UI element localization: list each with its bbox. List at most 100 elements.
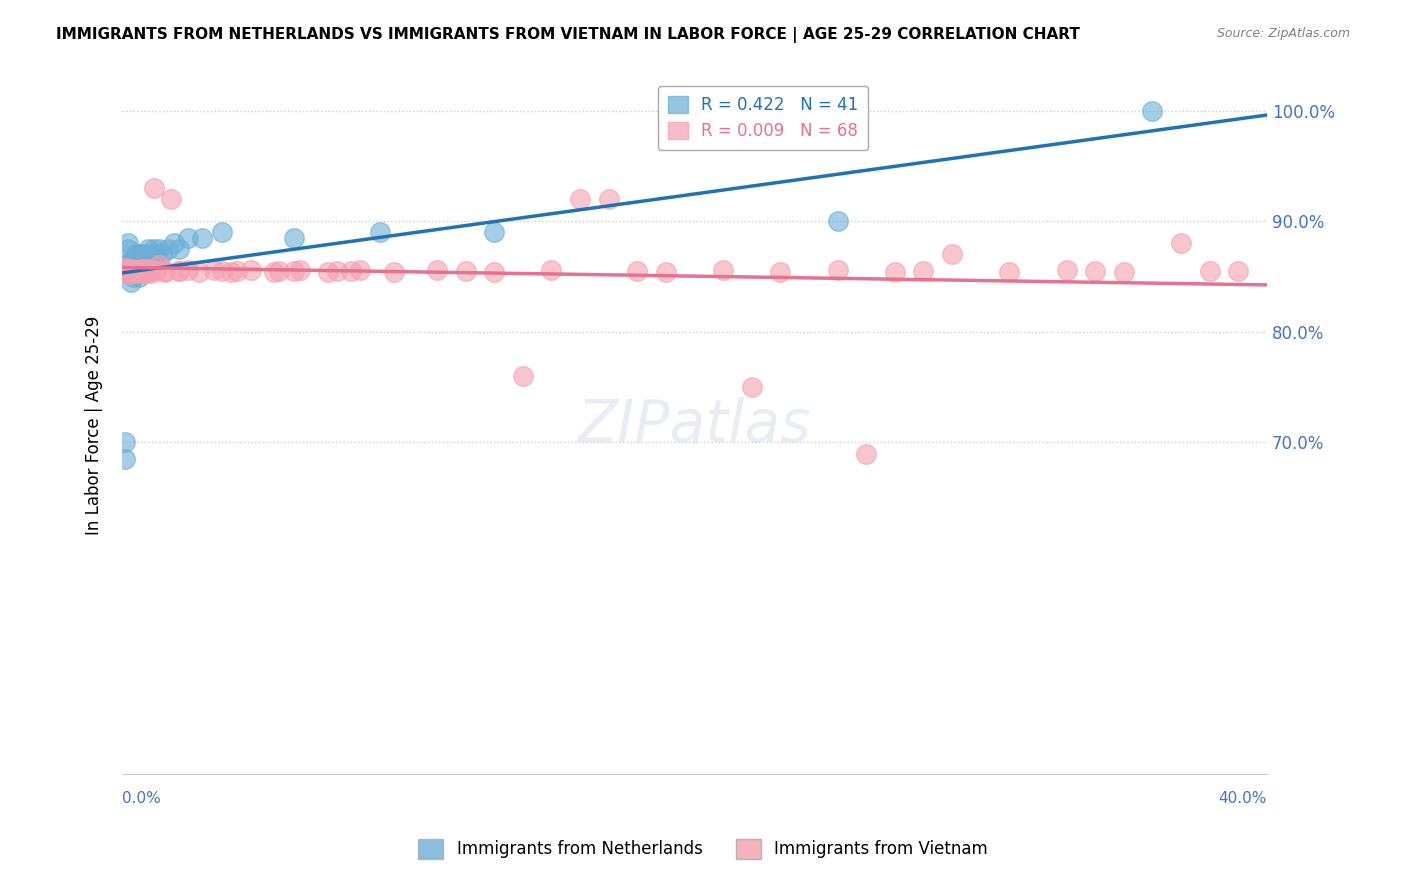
Point	[512, 369, 534, 384]
Point	[122, 263, 145, 277]
Point	[122, 264, 145, 278]
Point	[120, 265, 142, 279]
Point	[153, 265, 176, 279]
Point	[382, 265, 405, 279]
Point	[1056, 263, 1078, 277]
Point	[219, 265, 242, 279]
Point	[1227, 264, 1250, 278]
Point	[139, 266, 162, 280]
Point	[827, 214, 849, 228]
Point	[142, 242, 165, 256]
Point	[136, 242, 159, 256]
Point	[1084, 264, 1107, 278]
Point	[117, 236, 139, 251]
Point	[139, 263, 162, 277]
Point	[128, 269, 150, 284]
Point	[153, 264, 176, 278]
Point	[288, 263, 311, 277]
Point	[912, 264, 935, 278]
Point	[239, 263, 262, 277]
Point	[136, 261, 159, 276]
Point	[340, 264, 363, 278]
Point	[482, 225, 505, 239]
Point	[142, 252, 165, 267]
Point	[269, 264, 291, 278]
Point	[131, 252, 153, 267]
Point	[827, 263, 849, 277]
Point	[202, 263, 225, 277]
Point	[159, 192, 181, 206]
Legend: Immigrants from Netherlands, Immigrants from Vietnam: Immigrants from Netherlands, Immigrants …	[412, 832, 994, 866]
Point	[998, 265, 1021, 279]
Point	[128, 247, 150, 261]
Text: 0.0%: 0.0%	[122, 791, 160, 805]
Point	[114, 435, 136, 450]
Point	[134, 264, 156, 278]
Point	[134, 252, 156, 267]
Point	[855, 446, 877, 460]
Point	[177, 263, 200, 277]
Point	[325, 264, 347, 278]
Point	[136, 265, 159, 279]
Point	[139, 259, 162, 273]
Point	[120, 252, 142, 267]
Point	[883, 265, 905, 279]
Point	[225, 264, 247, 278]
Point	[128, 264, 150, 278]
Point	[283, 264, 305, 278]
Point	[125, 264, 148, 278]
Point	[128, 259, 150, 273]
Text: 40.0%: 40.0%	[1219, 791, 1267, 805]
Point	[156, 242, 179, 256]
Point	[120, 264, 142, 278]
Point	[148, 242, 170, 256]
Point	[655, 265, 678, 279]
Point	[117, 242, 139, 256]
Point	[125, 259, 148, 273]
Point	[125, 265, 148, 279]
Point	[191, 231, 214, 245]
Point	[349, 263, 371, 277]
Point	[142, 181, 165, 195]
Point	[211, 264, 233, 278]
Point	[316, 265, 339, 279]
Point	[188, 265, 211, 279]
Point	[283, 231, 305, 245]
Point	[136, 264, 159, 278]
Point	[769, 265, 792, 279]
Point	[114, 260, 136, 275]
Point	[120, 261, 142, 276]
Point	[598, 192, 620, 206]
Point	[1198, 264, 1220, 278]
Point	[426, 263, 449, 277]
Point	[1112, 265, 1135, 279]
Text: Source: ZipAtlas.com: Source: ZipAtlas.com	[1216, 27, 1350, 40]
Point	[117, 263, 139, 277]
Point	[482, 265, 505, 279]
Point	[122, 269, 145, 284]
Point	[122, 266, 145, 280]
Point	[125, 247, 148, 261]
Point	[114, 452, 136, 467]
Point	[941, 247, 963, 261]
Point	[145, 247, 167, 261]
Point	[134, 263, 156, 277]
Point	[131, 247, 153, 261]
Point	[368, 225, 391, 239]
Point	[711, 263, 734, 277]
Point	[148, 259, 170, 273]
Point	[162, 236, 184, 251]
Point	[145, 264, 167, 278]
Point	[128, 266, 150, 280]
Point	[122, 252, 145, 267]
Text: ZIPatlas: ZIPatlas	[578, 397, 811, 454]
Point	[117, 268, 139, 282]
Point	[540, 263, 562, 277]
Y-axis label: In Labor Force | Age 25-29: In Labor Force | Age 25-29	[86, 317, 103, 535]
Point	[211, 225, 233, 239]
Point	[626, 264, 648, 278]
Legend: R = 0.422   N = 41, R = 0.009   N = 68: R = 0.422 N = 41, R = 0.009 N = 68	[658, 86, 869, 151]
Point	[131, 261, 153, 276]
Point	[120, 275, 142, 289]
Point	[114, 264, 136, 278]
